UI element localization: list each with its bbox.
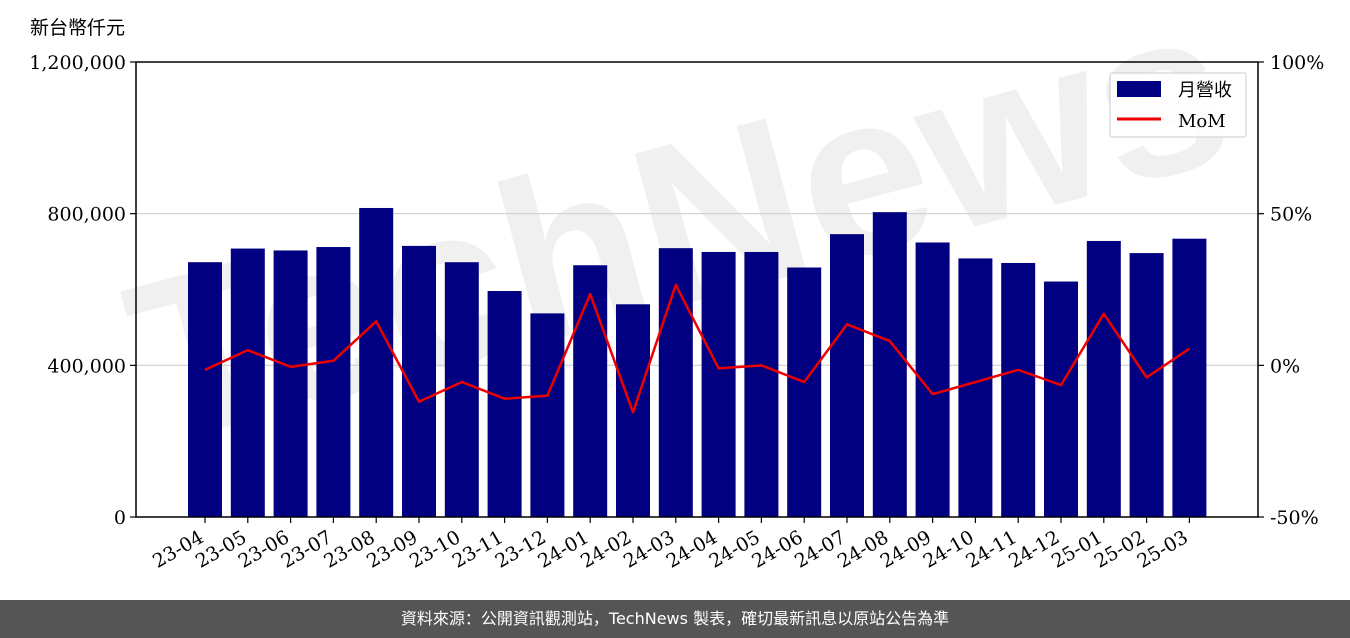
legend-bar-swatch: [1117, 81, 1161, 97]
mom-line-series: [204, 283, 1191, 414]
right-tick-label: 100%: [1270, 52, 1324, 74]
revenue-bar: [1129, 253, 1164, 517]
revenue-bar: [273, 250, 308, 517]
right-tick-label: 0%: [1270, 355, 1300, 377]
bar-series: [188, 207, 1207, 518]
revenue-bar: [530, 313, 565, 517]
revenue-bar: [444, 262, 479, 517]
revenue-bar: [958, 258, 993, 517]
revenue-bar: [487, 291, 522, 517]
revenue-bar: [1001, 262, 1036, 517]
revenue-bar: [658, 248, 693, 517]
legend-bar-label: 月營收: [1178, 80, 1232, 101]
y-axis-unit-label: 新台幣仟元: [30, 17, 125, 39]
mom-line: [204, 283, 1191, 414]
left-tick-label: 0: [114, 507, 126, 529]
revenue-bar: [359, 207, 394, 517]
chart: TechNews 新台幣仟元 0400,000800,0001,200,000 …: [29, 0, 1324, 573]
right-tick-label: 50%: [1270, 204, 1312, 226]
revenue-bar: [830, 234, 864, 517]
x-tick-label: 25-03: [1133, 526, 1191, 572]
source-footer: 資料來源：公開資訊觀測站，TechNews 製表，確切最新訊息以原站公告為準: [0, 600, 1350, 638]
revenue-bar: [701, 251, 736, 517]
revenue-bar: [1044, 281, 1078, 517]
legend-line-label: MoM: [1178, 111, 1226, 132]
revenue-bar: [230, 248, 265, 518]
left-axis-ticks: 0 400,000 800,000 1,200,000: [29, 52, 136, 529]
plot-frame: [135, 61, 1259, 518]
revenue-bar: [188, 262, 222, 517]
left-tick-label: 800,000: [47, 204, 126, 226]
revenue-bar: [1172, 238, 1207, 518]
revenue-bar: [573, 265, 608, 517]
left-tick-label: 1,200,000: [29, 52, 126, 74]
right-tick-label: -50%: [1270, 507, 1319, 529]
legend: 月營收 MoM: [1109, 72, 1247, 138]
left-tick-label: 400,000: [47, 355, 126, 377]
revenue-bar: [787, 267, 822, 517]
revenue-bar: [1086, 240, 1121, 517]
axes: [135, 61, 1259, 518]
x-axis-ticks: 23-0423-0523-0623-0723-0823-0923-1023-11…: [149, 517, 1192, 573]
right-axis-ticks: -50% 0% 50% 100%: [1258, 52, 1324, 529]
revenue-bar: [872, 212, 907, 517]
revenue-bar: [744, 251, 779, 517]
revenue-bar: [316, 247, 351, 518]
